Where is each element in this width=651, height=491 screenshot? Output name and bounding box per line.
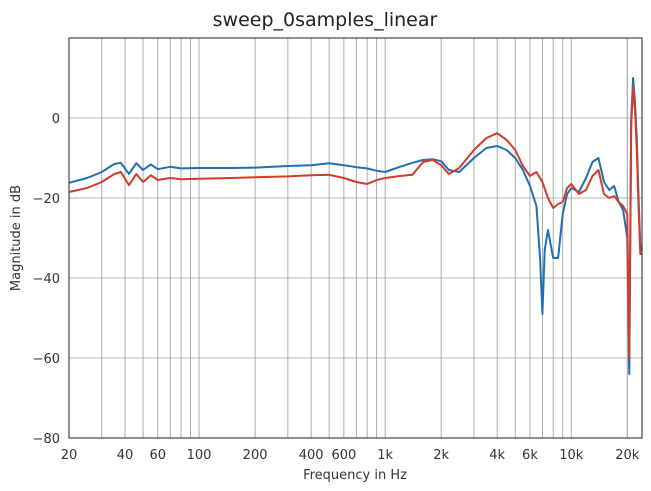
x-tick-label: 6k xyxy=(522,448,538,463)
series-line-1 xyxy=(68,77,643,375)
x-tick-label: 600 xyxy=(331,448,356,463)
x-tick-label: 20k xyxy=(615,448,640,463)
y-tick-label: −80 xyxy=(33,432,60,447)
y-tick-label: 0 xyxy=(52,112,60,127)
plot-frame xyxy=(68,37,643,439)
x-tick-label: 2k xyxy=(433,448,449,463)
x-tick-label: 20 xyxy=(61,448,78,463)
y-tick-label: −60 xyxy=(33,352,60,367)
x-axis-label: Frequency in Hz xyxy=(303,468,407,483)
series-line-2 xyxy=(68,85,642,359)
x-tick-label: 4k xyxy=(489,448,505,463)
x-tick-label: 10k xyxy=(559,448,584,463)
x-tick-label: 200 xyxy=(243,448,268,463)
x-tick-label: 400 xyxy=(299,448,324,463)
grid xyxy=(69,38,642,439)
y-axis-label: Magnitude in dB xyxy=(9,185,24,291)
x-tick-label: 60 xyxy=(150,448,167,463)
series-group xyxy=(68,77,643,375)
x-tick-label: 1k xyxy=(377,448,393,463)
x-tick-labels: 20 40 60 100 200 400 600 1k 2k 4k 6k 10k 20k xyxy=(61,448,640,463)
x-tick-label: 40 xyxy=(117,448,134,463)
y-tick-labels: 0 −20 −40 −60 −80 xyxy=(33,112,60,447)
x-tick-label: 100 xyxy=(187,448,212,463)
chart-title: sweep_0samples_linear xyxy=(213,9,438,31)
y-tick-label: −20 xyxy=(33,192,60,207)
y-tick-label: −40 xyxy=(33,272,60,287)
